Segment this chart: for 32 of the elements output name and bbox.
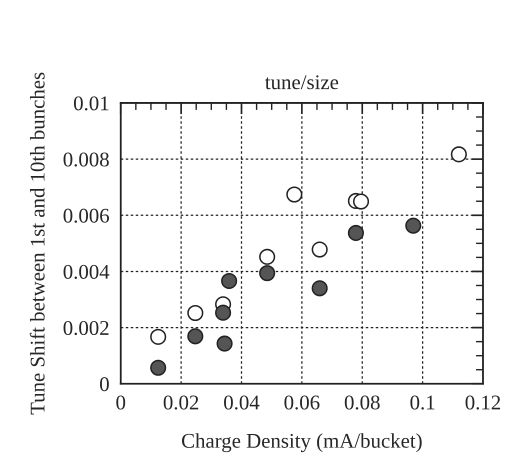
- x-tick-label: 0.06: [284, 395, 320, 410]
- x-axis-title: Charge Density (mA/bucket): [182, 433, 422, 452]
- point: [221, 272, 238, 290]
- x-tick-label: 0.1: [410, 395, 434, 410]
- point: [312, 241, 328, 258]
- point: [259, 248, 276, 265]
- point: [405, 218, 422, 234]
- point: [348, 224, 364, 242]
- point: [450, 146, 467, 162]
- y-tick-label: 0.006: [64, 208, 110, 223]
- point: [150, 328, 166, 345]
- x-tick-label: 0.02: [164, 395, 198, 410]
- chart-title: tune/size: [265, 75, 338, 90]
- y-axis-title: Tune Shift between 1st and 10th bunches: [30, 72, 45, 414]
- point: [216, 336, 233, 352]
- point: [286, 186, 302, 203]
- y-tick-label: 0.01: [74, 96, 108, 110]
- y-tick-label: 0.004: [64, 264, 110, 279]
- point: [150, 360, 166, 376]
- point: [259, 265, 276, 282]
- point: [215, 304, 232, 321]
- point: [187, 328, 204, 344]
- point: [352, 193, 370, 210]
- y-tick-label: 0.002: [64, 320, 108, 336]
- y-tick-label: 0: [100, 377, 109, 392]
- point: [187, 304, 204, 322]
- y-tick-label: 0.008: [64, 152, 109, 167]
- x-tick-label: 0: [116, 395, 126, 410]
- x-tick-label: 0.12: [466, 395, 500, 410]
- x-tick-label: 0.08: [344, 395, 380, 410]
- x-tick-label: 0.04: [224, 395, 260, 410]
- point: [312, 280, 328, 296]
